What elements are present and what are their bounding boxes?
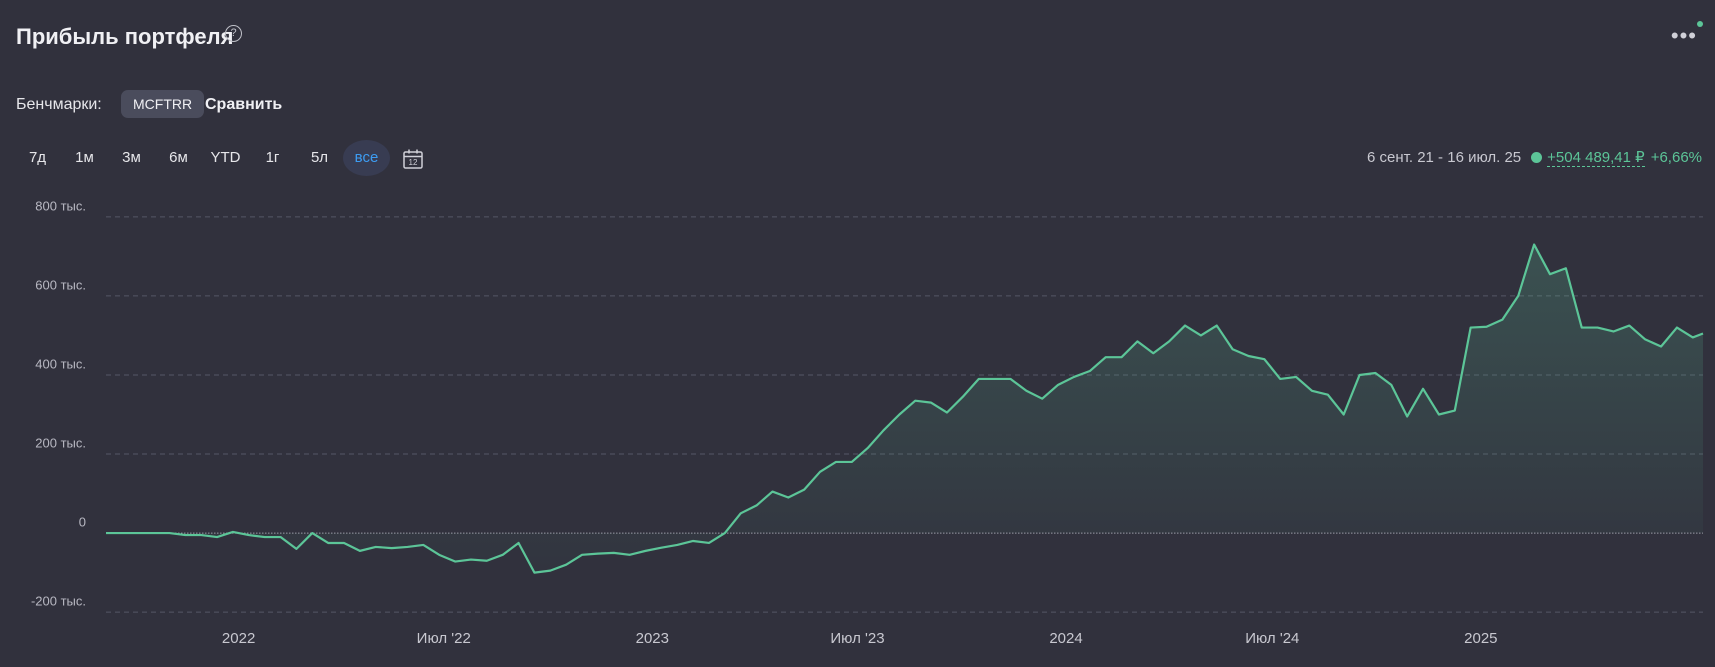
x-tick-label: Июл '24 [1245, 630, 1299, 647]
benchmarks-label: Бенчмарки: [16, 96, 102, 113]
period-button[interactable]: 6м [169, 149, 188, 166]
calendar-button[interactable]: 12 [402, 148, 424, 170]
area [106, 244, 1703, 573]
calendar-frame [403, 151, 423, 169]
x-tick-label: 2024 [1049, 630, 1082, 647]
y-tick-label: 400 тыс. [35, 356, 86, 371]
period-button[interactable]: все [343, 140, 390, 176]
help-icon[interactable]: ? [225, 25, 242, 42]
y-tick-label: 800 тыс. [35, 198, 86, 213]
calendar-day: 12 [409, 158, 418, 167]
x-tick-label: 2022 [222, 630, 255, 647]
series-dot [1531, 152, 1543, 163]
widget-title: Прибыль портфеля [16, 24, 234, 49]
range-summary: 6 сент. 21 - 16 июл. 25 +504 489,41 ₽ +6… [1367, 148, 1702, 167]
change-percent: +6,66% [1650, 149, 1702, 166]
period-button[interactable]: 1м [75, 149, 94, 166]
y-tick-label: -200 тыс. [31, 594, 86, 609]
x-tick-label: 2025 [1464, 630, 1497, 647]
period-selector: 7д 1м 3м 6м YTD 1г 5л все [14, 140, 390, 176]
period-button[interactable]: YTD [210, 149, 241, 166]
y-tick-label: 600 тыс. [35, 277, 86, 292]
period-button[interactable]: 3м [122, 149, 141, 166]
compare-button[interactable]: Сравнить [205, 96, 283, 113]
line [106, 243, 1704, 574]
menu-button[interactable]: ••• [1670, 23, 1697, 48]
period-button[interactable]: 1г [265, 149, 280, 166]
notification-dot [1697, 21, 1703, 27]
x-tick-label: Июл '22 [417, 630, 471, 647]
y-tick-label: 0 [79, 515, 86, 530]
y-tick-label: 200 тыс. [35, 435, 86, 450]
x-tick-label: 2023 [636, 630, 669, 647]
x-tick-label: Июл '23 [830, 630, 884, 647]
period-button[interactable]: 7д [28, 149, 47, 166]
period-button[interactable]: 5л [310, 149, 329, 166]
change-absolute[interactable]: +504 489,41 ₽ [1547, 149, 1645, 167]
benchmark-chip[interactable]: MCFTRR [121, 90, 205, 118]
date-range: 6 сент. 21 - 16 июл. 25 [1367, 149, 1522, 166]
